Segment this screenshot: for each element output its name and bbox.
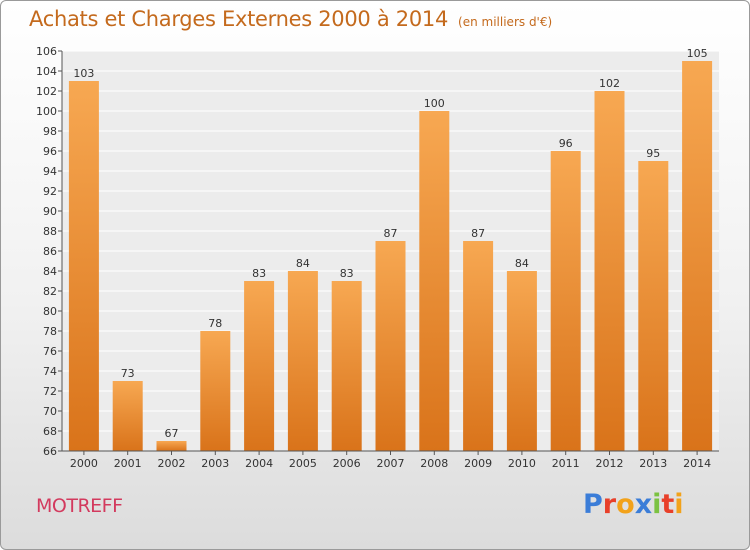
- x-tick-label: 2012: [596, 457, 624, 470]
- y-tick-label: 84: [43, 265, 57, 278]
- chart-title-text: Achats et Charges Externes 2000 à 2014: [29, 7, 449, 31]
- x-tick-label: 2008: [420, 457, 448, 470]
- x-tick-label: 2001: [114, 457, 142, 470]
- x-tick-label: 2005: [289, 457, 317, 470]
- y-tick-label: 80: [43, 305, 57, 318]
- bar: [331, 281, 362, 451]
- y-tick-label: 96: [43, 145, 57, 158]
- bar-value-label: 84: [515, 257, 529, 270]
- x-tick-label: 2013: [639, 457, 667, 470]
- commune-name: MOTREFF: [36, 495, 123, 517]
- bar: [638, 161, 669, 451]
- x-tick-label: 2014: [683, 457, 711, 470]
- x-tick-label: 2011: [552, 457, 580, 470]
- x-tick-label: 2010: [508, 457, 536, 470]
- bar-value-label: 83: [252, 267, 266, 280]
- logo-letter: i: [652, 489, 662, 520]
- logo-letter: P: [583, 489, 603, 520]
- chart-unit: (en milliers d'€): [458, 15, 553, 29]
- bar: [200, 331, 231, 451]
- bar: [68, 81, 99, 451]
- proxiti-logo[interactable]: Proxiti: [583, 489, 684, 520]
- bar-value-label: 96: [559, 137, 573, 150]
- chart-title: Achats et Charges Externes 2000 à 2014 (e…: [29, 7, 552, 31]
- logo-letter: o: [616, 489, 635, 520]
- bar: [244, 281, 275, 451]
- bar: [506, 271, 537, 451]
- y-tick-label: 100: [36, 105, 57, 118]
- bar: [375, 241, 406, 451]
- y-tick-label: 70: [43, 405, 57, 418]
- y-tick-label: 88: [43, 225, 57, 238]
- y-tick-label: 98: [43, 125, 57, 138]
- bar: [112, 381, 143, 451]
- logo-letter: i: [674, 489, 684, 520]
- x-tick-label: 2009: [464, 457, 492, 470]
- x-tick-label: 2002: [158, 457, 186, 470]
- bar-value-label: 87: [384, 227, 398, 240]
- y-tick-label: 76: [43, 345, 57, 358]
- bar-value-label: 100: [424, 97, 445, 110]
- bar-value-label: 84: [296, 257, 310, 270]
- x-tick-label: 2006: [333, 457, 361, 470]
- y-tick-label: 104: [36, 65, 57, 78]
- bar-value-label: 87: [471, 227, 485, 240]
- bar-value-label: 105: [687, 47, 708, 60]
- x-tick-label: 2004: [245, 457, 273, 470]
- logo-letter: r: [602, 489, 617, 520]
- bar: [419, 111, 450, 451]
- bar-value-label: 73: [121, 367, 135, 380]
- bar-value-label: 102: [599, 77, 620, 90]
- y-tick-label: 86: [43, 245, 57, 258]
- y-tick-label: 102: [36, 85, 57, 98]
- x-tick-label: 2003: [201, 457, 229, 470]
- bar: [156, 441, 187, 451]
- bar: [682, 61, 713, 451]
- y-tick-label: 78: [43, 325, 57, 338]
- y-tick-label: 72: [43, 385, 57, 398]
- x-tick-label: 2007: [377, 457, 405, 470]
- bar-value-label: 78: [208, 317, 222, 330]
- y-tick-label: 68: [43, 425, 57, 438]
- x-tick-label: 2000: [70, 457, 98, 470]
- bar-value-label: 103: [73, 67, 94, 80]
- y-tick-label: 94: [43, 165, 57, 178]
- y-tick-label: 82: [43, 285, 57, 298]
- logo-letter: t: [661, 489, 675, 520]
- logo-letter: x: [634, 489, 653, 520]
- y-tick-label: 74: [43, 365, 57, 378]
- bar: [550, 151, 581, 451]
- bar: [287, 271, 318, 451]
- bar-value-label: 83: [340, 267, 354, 280]
- y-tick-label: 92: [43, 185, 57, 198]
- y-tick-label: 90: [43, 205, 57, 218]
- bar-value-label: 95: [646, 147, 660, 160]
- bar: [463, 241, 494, 451]
- y-tick-label: 66: [43, 445, 57, 458]
- y-tick-label: 106: [36, 45, 57, 58]
- bar: [594, 91, 625, 451]
- bar-value-label: 67: [165, 427, 179, 440]
